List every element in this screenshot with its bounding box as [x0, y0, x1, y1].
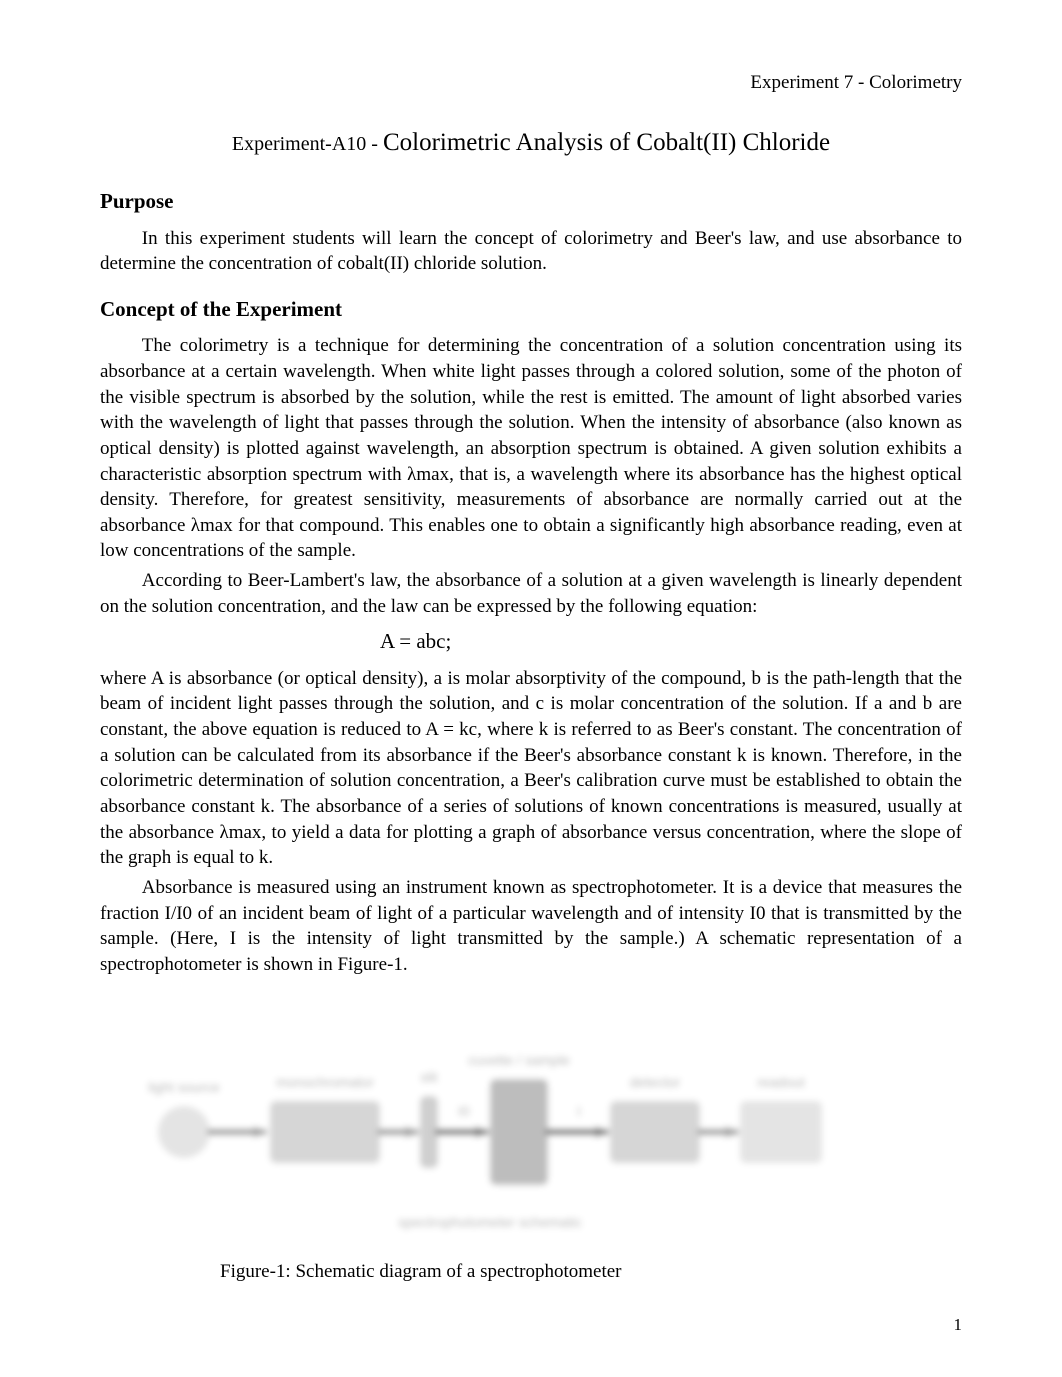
svg-text:monochromator: monochromator — [276, 1074, 374, 1090]
purpose-heading: Purpose — [100, 187, 962, 215]
title-main: Colorimetric Analysis of Cobalt(II) Chlo… — [383, 129, 830, 156]
svg-text:light source: light source — [148, 1079, 220, 1095]
concept-paragraph-4: Absorbance is measured using an instrume… — [100, 875, 962, 978]
concept-heading: Concept of the Experiment — [100, 295, 962, 323]
concept-paragraph-1: The colorimetry is a technique for deter… — [100, 333, 962, 564]
running-head: Experiment 7 - Colorimetry — [100, 70, 962, 96]
concept-paragraph-3: where A is absorbance (or optical densit… — [100, 666, 962, 871]
document-title: Experiment-A10 - Colorimetric Analysis o… — [100, 126, 962, 160]
spectrophotometer-diagram: light source monochromator slit cuvette / s… — [130, 1001, 850, 1241]
svg-text:cuvette / sample: cuvette / sample — [468, 1052, 570, 1068]
figure-1-caption: Figure-1: Schematic diagram of a spectro… — [220, 1259, 962, 1285]
svg-text:I: I — [577, 1103, 581, 1119]
title-prefix: Experiment-A10 - — [232, 133, 383, 155]
beer-law-equation: A = abc; — [380, 627, 962, 655]
page-number: 1 — [954, 1314, 963, 1337]
purpose-paragraph: In this experiment students will learn t… — [100, 226, 962, 277]
svg-text:spectrophotometer schematic: spectrophotometer schematic — [398, 1214, 582, 1230]
concept-paragraph-2: According to Beer-Lambert's law, the abs… — [100, 568, 962, 619]
svg-text:readout: readout — [757, 1074, 805, 1090]
figure-1-wrapper: light source monochromator slit cuvette / s… — [100, 1001, 962, 1285]
svg-text:I0: I0 — [458, 1103, 470, 1119]
svg-text:slit: slit — [420, 1069, 437, 1085]
svg-text:detector: detector — [630, 1074, 681, 1090]
